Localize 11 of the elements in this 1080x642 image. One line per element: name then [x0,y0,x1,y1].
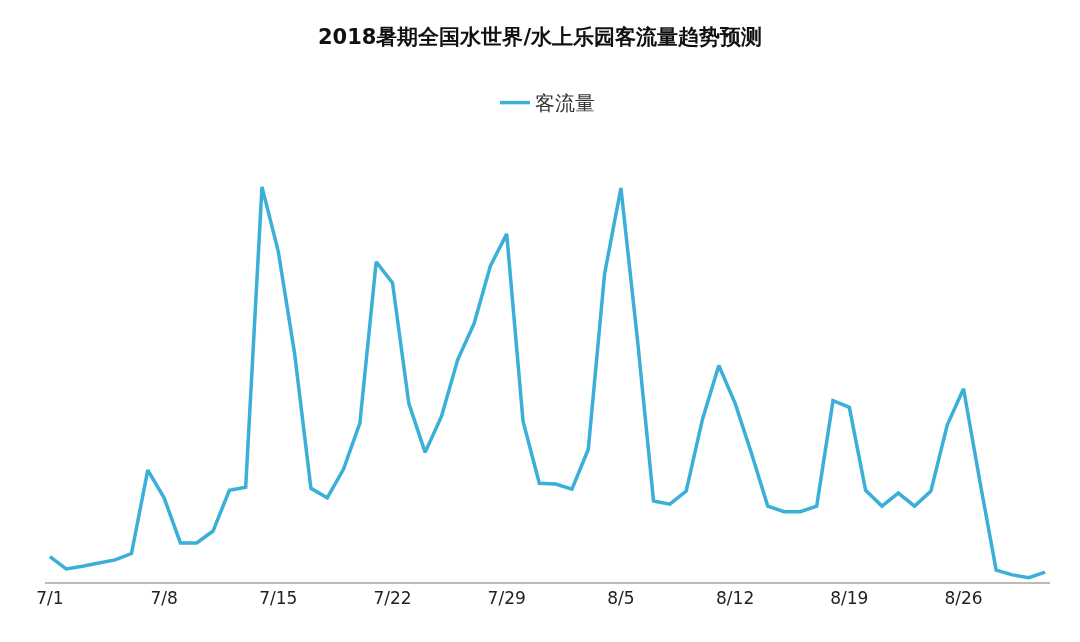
chart-title: 2018暑期全国水世界/水上乐园客流量趋势预测 [317,24,763,49]
x-tick-label: 7/29 [487,588,526,609]
x-tick-label: 8/26 [944,588,983,609]
x-tick-label: 8/19 [830,588,869,609]
x-tick-label: 7/22 [373,588,412,609]
x-tick-label: 7/1 [36,588,64,609]
x-tick-label: 7/15 [259,588,298,609]
x-tick-label: 7/8 [150,588,178,609]
legend-label: 客流量 [535,91,595,116]
x-tick-label: 8/5 [607,588,635,609]
x-tick-label: 8/12 [716,588,755,609]
